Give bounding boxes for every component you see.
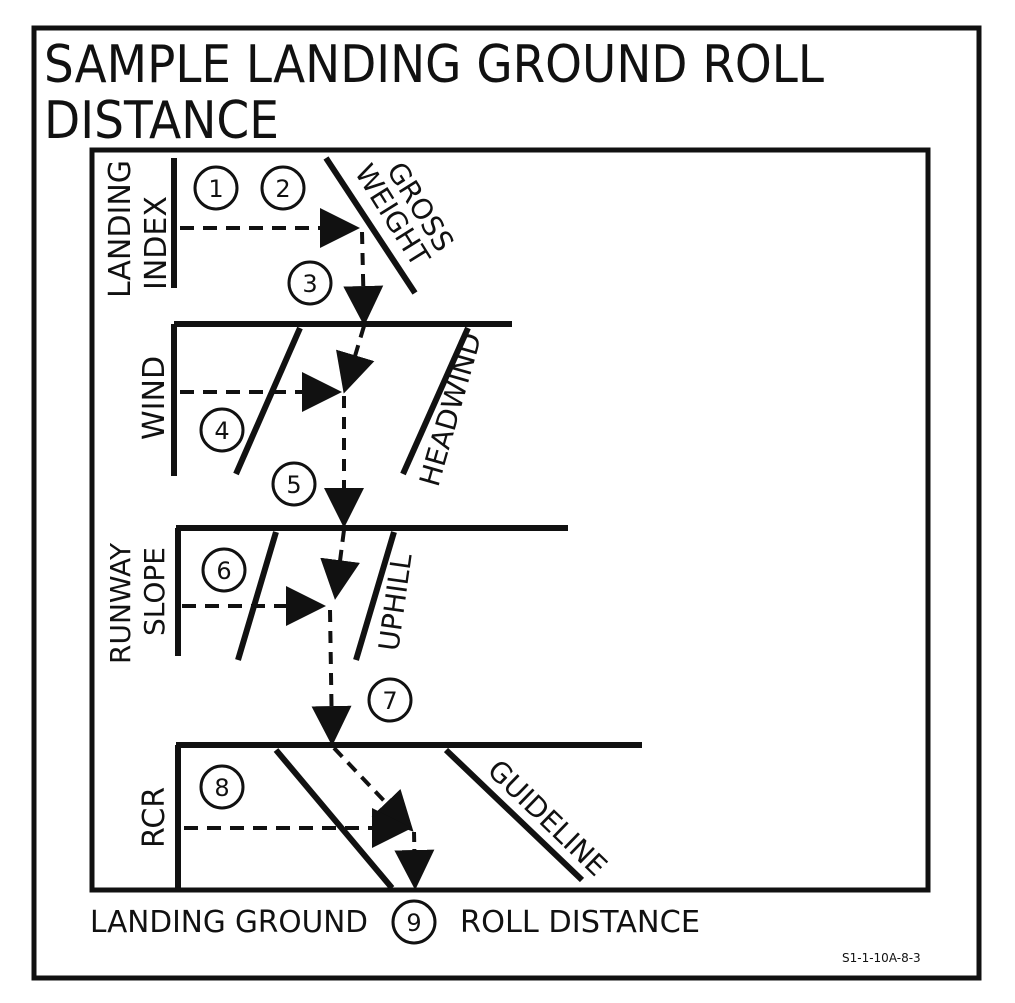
- uphill-label: UPHILL: [372, 551, 418, 653]
- step-5-number: 5: [286, 471, 301, 499]
- step-5-circle: [271, 461, 317, 507]
- step-7-circle: [367, 677, 413, 723]
- step-7-number: 7: [382, 687, 397, 715]
- rcr-label: RCR: [137, 787, 172, 848]
- step-2-circle: [260, 165, 306, 211]
- step-3-circle: [287, 260, 333, 306]
- rcr-guideline-1: [273, 748, 395, 890]
- gross-weight-guideline: [323, 156, 418, 295]
- chart-frame: [89, 147, 931, 893]
- rcr-guideline-2: [443, 747, 585, 883]
- step-4-number: 4: [214, 417, 229, 445]
- step-6-circle: [201, 547, 247, 593]
- headwind-label: HEADWIND: [413, 329, 488, 490]
- slope-guideline-1: [235, 531, 279, 661]
- step-4-circle: [199, 407, 245, 453]
- wind-guideline-1: [233, 326, 303, 476]
- step-6-number: 6: [216, 557, 231, 585]
- outer-frame: [31, 25, 982, 981]
- path-weight-down: [343, 231, 384, 326]
- slope-guideline-2: [353, 531, 397, 661]
- path-slope-in: [320, 529, 360, 600]
- runway-slope-label-1: RUNWAY: [104, 542, 137, 664]
- step-1-circle: [193, 165, 239, 211]
- step-3-number: 3: [302, 270, 317, 298]
- guideline-label: GUIDELINE: [481, 753, 613, 882]
- step-9-number: 9: [406, 909, 421, 937]
- figure-id: S1-1-10A-8-3: [842, 951, 921, 965]
- step-1-number: 1: [208, 175, 223, 203]
- bottom-label-right: ROLL DISTANCE: [460, 905, 700, 940]
- path-rcr-in: [332, 746, 414, 832]
- wind-label: WIND: [137, 356, 172, 440]
- landing-index-label-1: LANDING: [103, 160, 138, 298]
- step-8-number: 8: [214, 774, 229, 802]
- bottom-label-left: LANDING GROUND: [90, 905, 368, 940]
- path-rcr-down: [394, 831, 435, 890]
- path-wind-in: [336, 325, 375, 394]
- path-slope-down: [311, 609, 352, 746]
- step-9-circle: [391, 899, 437, 945]
- runway-slope-label-2: SLOPE: [138, 547, 171, 636]
- title-line-1: SAMPLE LANDING GROUND ROLL: [44, 35, 824, 95]
- step-2-number: 2: [275, 175, 290, 203]
- step-8-circle: [199, 764, 245, 810]
- title-line-2: DISTANCE: [44, 91, 279, 151]
- wind-guideline-2: [400, 326, 471, 476]
- landing-index-label-2: INDEX: [139, 196, 174, 290]
